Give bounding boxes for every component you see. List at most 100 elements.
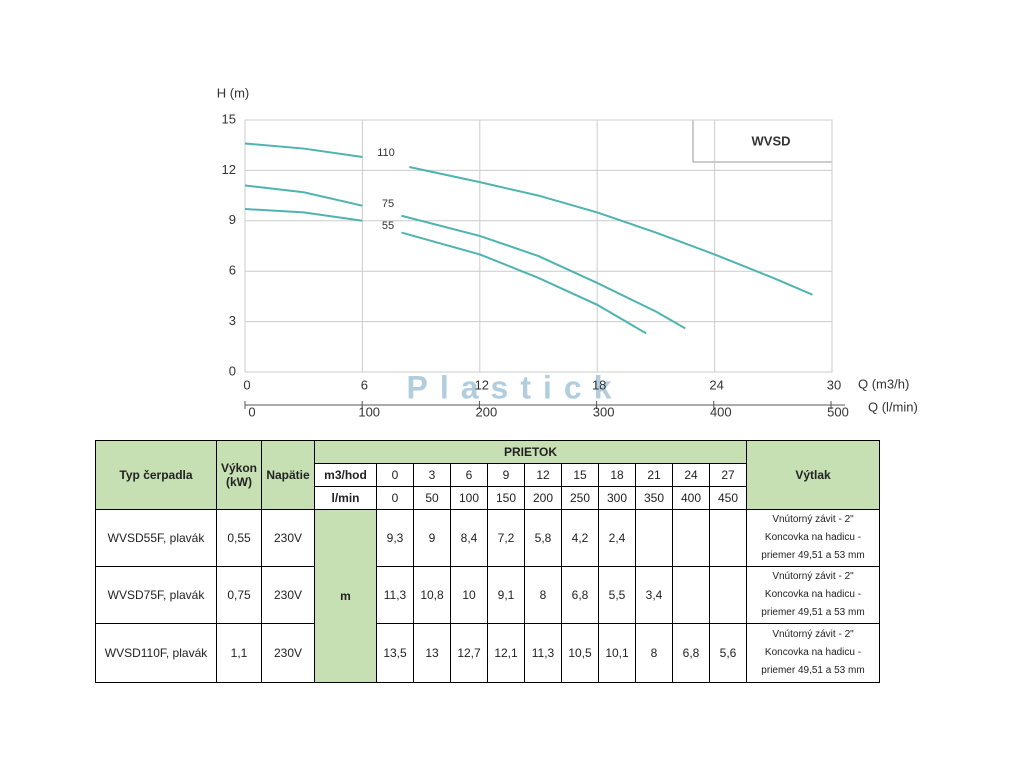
- x-tick-label: 12: [475, 377, 489, 392]
- table-cell: 9,1: [487, 566, 525, 624]
- curve-label: 75: [382, 198, 394, 210]
- chart: H (m) Q (m3/h) Q (l/min) WVSD Plastick 0…: [217, 85, 918, 419]
- legend-box: [692, 119, 833, 163]
- table-cell: Vnútorný závit - 2" Koncovka na hadicu - p…: [746, 623, 880, 683]
- x2-tick-label: 500: [827, 404, 849, 419]
- table-cell: [672, 566, 710, 624]
- table-cell: 250: [561, 486, 599, 510]
- table-cell: 4,2: [561, 509, 599, 567]
- table-cell: 5,6: [709, 623, 747, 683]
- table-row: WVSD75F, plavák 0,75 230V 11,3 10,8 10 9,1 8 6,8…: [95, 566, 880, 624]
- table-cell: 12,1: [487, 623, 525, 683]
- x-tick-label: 0: [243, 377, 250, 392]
- table-row: l/min 0 50 100 150 200 250 300 350 400 450: [96, 486, 880, 510]
- table-cell: [672, 509, 710, 567]
- table-cell: 13,5: [376, 623, 414, 683]
- curve: [244, 184, 686, 330]
- outlet-line: priemer 49,51 a 53 mm: [761, 550, 865, 561]
- table-cell: 6,8: [672, 623, 710, 683]
- table-cell: 10,5: [561, 623, 599, 683]
- table-cell: Napätie: [261, 440, 315, 510]
- table-cell: 27: [709, 463, 747, 487]
- table-cell: 9: [413, 509, 451, 567]
- table-cell: 0: [376, 486, 414, 510]
- table-cell: 400: [672, 486, 710, 510]
- outlet-line: Vnútorný závit - 2": [772, 514, 854, 525]
- x2-tick-label: 100: [358, 404, 380, 419]
- y-tick-label: 9: [229, 212, 236, 227]
- table-row: Typ čerpadla Výkon (kW) Napätie PRIETOK Výtl…: [95, 440, 880, 510]
- table-cell: 8: [635, 623, 673, 683]
- x2-tick-label: 0: [248, 404, 255, 419]
- x2-tick-label: 200: [476, 404, 498, 419]
- table-cell: 15: [561, 463, 599, 487]
- table-row: WVSD55F, plavák 0,55 230V m 9,3 9 8,4 7,2 5,8 4,2…: [95, 509, 880, 683]
- y-tick-label: 6: [229, 263, 236, 278]
- spec-table: Typ čerpadla Výkon (kW) Napätie PRIETOK Výtl…: [95, 440, 880, 683]
- table-cell: 8,4: [450, 509, 488, 567]
- table-cell: PRIETOK: [314, 440, 747, 464]
- curve: [244, 142, 813, 296]
- outlet-line: Vnútorný závit - 2": [772, 571, 854, 582]
- table-cell: 10,1: [598, 623, 636, 683]
- table-cell: 300: [598, 486, 636, 510]
- table-cell: WVSD75F, plavák: [95, 566, 217, 624]
- table-cell: 5,5: [598, 566, 636, 624]
- table-cell: 230V: [261, 566, 315, 624]
- table-cell: Vnútorný závit - 2" Koncovka na hadicu - p…: [746, 566, 880, 624]
- y-tick-label: 3: [229, 313, 236, 328]
- table-cell: l/min: [314, 486, 377, 510]
- curve-label: 110: [377, 147, 395, 159]
- table-cell: 6: [450, 463, 488, 487]
- y-tick-label: 15: [222, 111, 236, 126]
- table-cell: 230V: [261, 509, 315, 567]
- table-row: m3/hod 0 3 6 9 12 15 18 21 24 27: [96, 463, 880, 487]
- table-cell: 9: [487, 463, 525, 487]
- x-tick-label: 30: [827, 377, 841, 392]
- table-cell: 10: [450, 566, 488, 624]
- table-cell: 230V: [261, 623, 315, 683]
- table-cell: 5,8: [524, 509, 562, 567]
- y-axis-title: H (m): [217, 85, 250, 100]
- curve-label: 55: [382, 220, 394, 232]
- table-cell: Typ čerpadla: [95, 440, 217, 510]
- table-cell: 2,4: [598, 509, 636, 567]
- table-cell: [709, 509, 747, 567]
- table-cell: 6,8: [561, 566, 599, 624]
- table-cell: 150: [487, 486, 525, 510]
- x2-tick-label: 400: [710, 404, 732, 419]
- table-cell: 50: [413, 486, 451, 510]
- table-cell: Výtlak: [746, 440, 880, 510]
- curve: [244, 208, 647, 335]
- outlet-line: priemer 49,51 a 53 mm: [761, 607, 865, 618]
- table-cell: 3,4: [635, 566, 673, 624]
- table-cell: 8: [524, 566, 562, 624]
- table-cell: 11,3: [376, 566, 414, 624]
- table-row: WVSD110F, plavák 1,1 230V 13,5 13 12,7 12,1 11,…: [95, 623, 880, 683]
- table-cell: 12: [524, 463, 562, 487]
- table-cell: Výkon (kW): [216, 440, 262, 510]
- legend-title: WVSD: [752, 133, 791, 148]
- table-cell: WVSD55F, plavák: [95, 509, 217, 567]
- y-tick-label: 12: [222, 162, 236, 177]
- table-cell: 450: [709, 486, 747, 510]
- table-cell: 100: [450, 486, 488, 510]
- x-axis-title: Q (m3/h): [858, 376, 909, 391]
- outlet-line: Koncovka na hadicu -: [764, 532, 862, 543]
- table-cell: 9,3: [376, 509, 414, 567]
- outlet-line: Vnútorný závit - 2": [772, 629, 854, 640]
- table-cell: 350: [635, 486, 673, 510]
- table-cell: Vnútorný závit - 2" Koncovka na hadicu - p…: [746, 509, 880, 567]
- outlet-line: Koncovka na hadicu -: [764, 647, 862, 658]
- table-cell: 21: [635, 463, 673, 487]
- table-cell: 1,1: [216, 623, 262, 683]
- table-cell: 200: [524, 486, 562, 510]
- watermark: Plastick: [407, 369, 624, 405]
- table-cell: m3/hod: [314, 463, 377, 487]
- y-tick-label: 0: [229, 363, 236, 378]
- x-tick-label: 6: [361, 377, 368, 392]
- table-cell: [635, 509, 673, 567]
- x2-tick-label: 300: [593, 404, 615, 419]
- table-cell: 13: [413, 623, 451, 683]
- table-cell: 24: [672, 463, 710, 487]
